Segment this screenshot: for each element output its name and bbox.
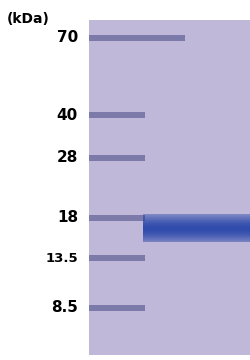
Bar — [143, 223, 250, 224]
Bar — [143, 219, 250, 220]
Bar — [89, 35, 185, 41]
Bar — [143, 235, 250, 236]
Bar — [143, 218, 250, 219]
Bar — [89, 112, 145, 118]
Bar — [89, 155, 145, 161]
Bar — [89, 215, 145, 221]
Bar — [143, 239, 250, 240]
Text: 28: 28 — [56, 150, 78, 166]
Text: 13.5: 13.5 — [46, 252, 78, 265]
Bar — [143, 228, 250, 229]
Bar — [143, 220, 250, 221]
Bar — [143, 225, 250, 226]
Bar — [143, 226, 250, 227]
Bar — [143, 232, 250, 233]
Bar — [143, 238, 250, 239]
Text: (kDa): (kDa) — [6, 12, 50, 26]
Text: 18: 18 — [57, 211, 78, 225]
Bar — [89, 255, 145, 261]
Bar — [143, 230, 250, 231]
Text: 8.5: 8.5 — [51, 301, 78, 315]
Bar — [143, 241, 250, 242]
Bar — [143, 222, 250, 223]
Bar — [143, 236, 250, 237]
Bar — [143, 233, 250, 234]
Bar — [143, 234, 250, 235]
Bar — [143, 221, 250, 222]
Bar — [143, 229, 250, 230]
Bar — [143, 227, 250, 228]
Bar — [143, 231, 250, 232]
Bar — [143, 216, 250, 217]
Bar — [143, 240, 250, 241]
Bar — [143, 215, 250, 216]
Text: 70: 70 — [57, 31, 78, 45]
Text: 40: 40 — [57, 108, 78, 122]
Bar — [143, 217, 250, 218]
Bar — [89, 305, 145, 311]
Bar — [89, 20, 250, 355]
Bar — [143, 237, 250, 238]
Bar — [143, 224, 250, 225]
Bar — [143, 214, 250, 215]
